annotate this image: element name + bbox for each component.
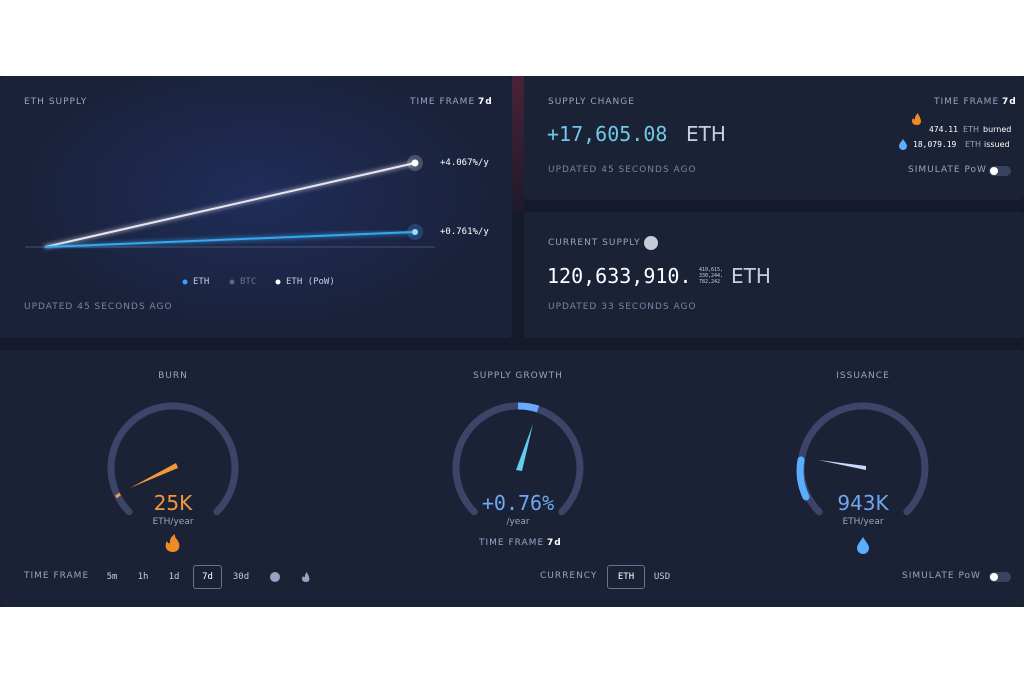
legend-dot	[229, 279, 235, 285]
pow-rate: +4.067%/y	[440, 158, 489, 168]
time-frame-button[interactable]: 1d	[168, 572, 180, 582]
time-frame-button[interactable]: 30d	[232, 572, 250, 582]
issued-value: 18,079.19	[913, 140, 957, 149]
decimals: 410,615,	[699, 267, 724, 273]
supply-change-value: +17,605.08	[547, 122, 668, 146]
currency-button[interactable]: ETH	[607, 565, 645, 589]
time-frame: 7d	[547, 538, 562, 548]
toggle[interactable]	[989, 572, 1011, 582]
panel-title: CURRENT SUPPLY	[548, 238, 641, 248]
updated: UPDATED 45 SECONDS AGO	[24, 302, 173, 312]
time-frame-label: TIME FRAME	[24, 571, 90, 581]
gauge-unit: ETH/year	[152, 517, 194, 527]
gauge-unit: /year	[506, 517, 530, 527]
supply-change-panel	[524, 76, 1024, 200]
legend-item: BTC	[240, 277, 257, 287]
unit: ETH	[686, 122, 726, 146]
updated: UPDATED 33 SECONDS AGO	[548, 302, 697, 312]
pow-dot	[411, 159, 419, 167]
bat-icon	[644, 236, 658, 250]
gauge-value: 25K	[153, 491, 193, 515]
time-frame: 7d	[478, 97, 493, 107]
gauge-title: SUPPLY GROWTH	[473, 371, 563, 381]
gauge-track	[107, 402, 239, 516]
gauge-track	[452, 402, 584, 516]
gauge-value: +0.76%	[481, 491, 555, 515]
gauge-unit: ETH/year	[842, 517, 884, 527]
panel-title: ETH SUPPLY	[24, 97, 88, 107]
burned-label: burned	[983, 125, 1012, 134]
drop-icon	[899, 139, 907, 150]
time-frame-button[interactable]: 1h	[137, 572, 149, 582]
simulate-label: SIMULATE PoW	[902, 571, 981, 581]
currency-label: CURRENCY	[540, 571, 598, 581]
updated: UPDATED 45 SECONDS AGO	[548, 165, 697, 175]
issued-unit: ETH	[965, 140, 981, 149]
legend-item: ETH	[193, 277, 210, 287]
time-frame-button[interactable]: 7d	[193, 565, 222, 589]
issued-label: issued	[984, 140, 1010, 149]
legend-item: ETH (PoW)	[286, 277, 335, 287]
toggle[interactable]	[989, 166, 1011, 176]
current-supply-panel	[524, 212, 1024, 338]
fire-icon	[165, 534, 180, 552]
gauges-panel	[0, 350, 1024, 607]
burned-value: 474.11	[929, 125, 958, 134]
decimals: 782,242	[699, 279, 721, 285]
eth-supply-panel	[0, 76, 512, 338]
currency-button[interactable]: USD	[653, 572, 671, 582]
pow-line	[44, 162, 416, 248]
time-frame-label: TIME FRAME	[934, 97, 1000, 107]
divider	[512, 76, 524, 212]
time-frame: 7d	[1002, 97, 1017, 107]
gauge-needle	[516, 424, 533, 471]
fire-icon[interactable]	[302, 572, 310, 582]
panel-title: SUPPLY CHANGE	[548, 97, 635, 107]
gauge-needle	[130, 463, 178, 488]
gauge-fill	[796, 456, 810, 501]
eth-line	[44, 231, 416, 248]
gauge-needle	[818, 460, 866, 470]
current-supply-value: 120,633,910.	[547, 264, 692, 288]
decimals: 330,244,	[699, 273, 724, 279]
burned-unit: ETH	[963, 125, 979, 134]
eth-dot	[412, 229, 418, 235]
time-frame-label: TIME FRAME	[410, 97, 476, 107]
legend-dot	[182, 279, 188, 285]
fire-icon	[912, 113, 921, 125]
gauge-title: BURN	[158, 371, 188, 381]
time-frame-label: TIME FRAME	[479, 538, 545, 548]
gauge-title: ISSUANCE	[836, 371, 890, 381]
bat-icon	[270, 572, 280, 582]
time-frame-button[interactable]: 5m	[106, 572, 118, 582]
gauge-fill	[115, 492, 121, 499]
gauge-value: 943K	[837, 491, 889, 515]
drop-icon	[857, 537, 869, 554]
unit: ETH	[731, 264, 771, 288]
legend-dot	[275, 279, 281, 285]
gauge-fill	[517, 402, 540, 413]
simulate-label: SIMULATE PoW	[908, 165, 987, 175]
eth-rate: +0.761%/y	[440, 227, 489, 237]
